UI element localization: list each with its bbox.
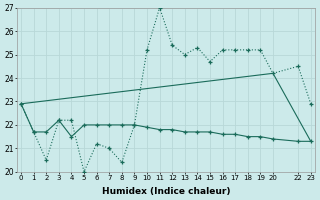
X-axis label: Humidex (Indice chaleur): Humidex (Indice chaleur) (102, 187, 230, 196)
